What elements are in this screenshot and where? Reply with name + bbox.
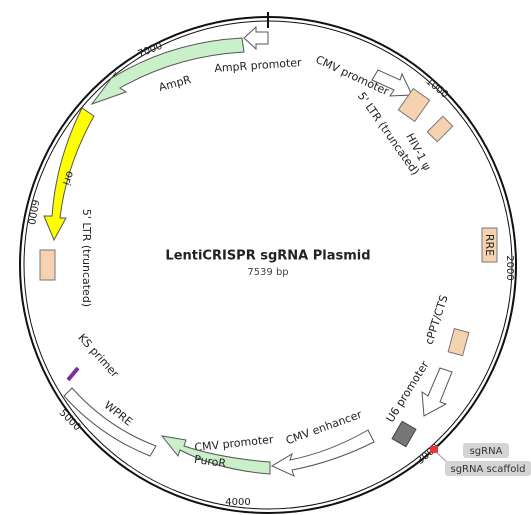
feature-box — [447, 327, 470, 357]
feature-arrow — [243, 25, 269, 51]
label-tag — [445, 461, 531, 476]
tick-label: 2000 — [504, 255, 515, 280]
feature-box — [397, 87, 431, 123]
tick-label: 4000 — [225, 497, 250, 508]
feature-label: sgRNA — [470, 446, 503, 457]
feature-arrow — [90, 37, 245, 106]
plasmid-title: LentiCRISPR sgRNA Plasmid — [165, 249, 370, 264]
feature-label: CMV promoter — [194, 433, 275, 454]
feature-box — [63, 387, 157, 457]
feature-label: PuroR — [193, 453, 227, 470]
tick-label: 1000 — [423, 76, 450, 101]
feature-label: 5' LTR (truncated) — [80, 209, 93, 307]
feature-label: cPPT/CTS — [422, 294, 450, 347]
feature-label: KS primer — [75, 331, 121, 380]
feature-box — [391, 420, 417, 448]
feature-label: RRE — [483, 234, 496, 256]
feature-label: ori — [60, 169, 77, 187]
feature-box — [426, 115, 454, 143]
feature-box — [39, 249, 56, 281]
feature-box — [481, 227, 498, 263]
feature-arrow — [270, 429, 375, 477]
feature-label: AmpR promoter — [214, 56, 303, 75]
feature-arrow — [421, 367, 453, 417]
tick-label: 3000 — [415, 442, 442, 467]
tick-label: 6000 — [25, 198, 40, 225]
plasmid-length: 7539 bp — [247, 267, 288, 278]
feature-arrow — [43, 107, 95, 242]
feature-arrow — [160, 435, 271, 475]
feature-box — [430, 446, 438, 453]
label-tag — [463, 443, 509, 458]
feature-arrow — [371, 69, 413, 97]
feature-label: AmpR — [157, 73, 192, 94]
feature-label: sgRNA scaffold — [451, 464, 526, 475]
primer-mark — [66, 366, 80, 382]
